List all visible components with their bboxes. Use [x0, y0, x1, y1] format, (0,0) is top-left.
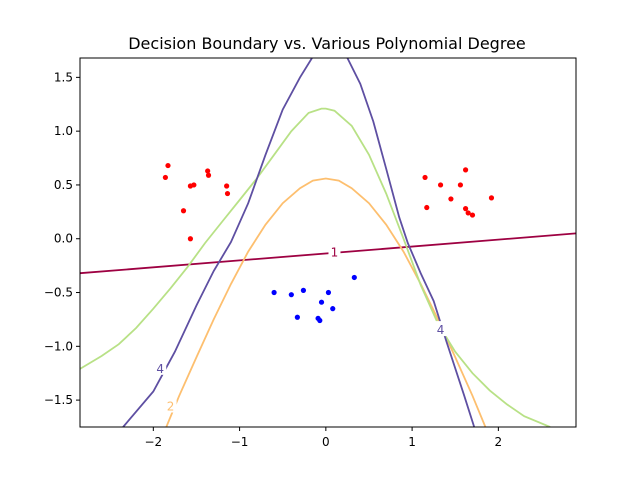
blue-point-8 [325, 289, 332, 296]
red-point-17 [462, 206, 469, 212]
contour-line-4-segment-2 [346, 58, 476, 427]
red-point-8 [224, 183, 230, 189]
chart-title: Decision Boundary vs. Various Polynomial… [128, 34, 526, 53]
blue-point-1 [271, 289, 277, 296]
contour-layer [80, 58, 576, 427]
y-tick-label-5: 0.5 [54, 178, 73, 192]
blue-point-7 [318, 299, 325, 305]
contour-label-4-2: 4 [437, 323, 445, 337]
red-point-12 [424, 204, 430, 211]
contour-line-1-segment-1 [80, 232, 576, 275]
plot-frame [79, 57, 577, 428]
blue-point-3 [294, 314, 300, 320]
x-tick-label-3: 0 [322, 435, 330, 449]
contour-label-2: 2 [167, 399, 175, 413]
red-point-18 [465, 210, 471, 216]
red-point-6 [205, 168, 211, 174]
y-tick-label-4: 0.0 [54, 232, 73, 246]
red-point-2 [165, 162, 171, 169]
red-point-1 [162, 174, 168, 181]
contour-label-4-1-bg [154, 359, 167, 375]
blue-point-9 [330, 306, 336, 312]
red-point-11 [422, 174, 428, 181]
red-point-7 [205, 172, 212, 178]
red-point-19 [469, 212, 476, 218]
x-tick-label-2: −1 [231, 435, 249, 449]
red-point-13 [437, 182, 444, 188]
x-tick-label-1: −2 [144, 435, 162, 449]
x-tick-label-5: 2 [495, 435, 503, 449]
contour-line-4-segment-1 [122, 58, 313, 427]
y-tick-label-3: −0.5 [44, 286, 73, 300]
red-point-20 [488, 195, 495, 201]
y-tick-label-1: −1.5 [44, 393, 73, 407]
red-point-16 [462, 167, 469, 173]
contour-label-layer: 1 2 4 4 [154, 243, 447, 413]
blue-point-2 [288, 292, 294, 298]
contour-label-4-2-bg [434, 321, 447, 337]
red-point-9 [224, 190, 231, 197]
contour-label-1: 1 [331, 246, 339, 260]
contour-line-2-segment-1 [165, 177, 487, 427]
blue-point-10 [351, 274, 357, 281]
red-point-15 [457, 182, 464, 188]
contour-label-2-bg [164, 397, 177, 413]
red-point-10 [187, 236, 194, 242]
y-tick-label-2: −1.0 [44, 339, 73, 353]
point-layer [162, 162, 495, 324]
y-tick-label-6: 1.0 [54, 124, 73, 138]
red-point-5 [191, 182, 197, 188]
red-point-14 [448, 196, 454, 202]
contour-label-1-bg [328, 243, 341, 259]
contour-label-4-1: 4 [156, 362, 164, 376]
x-axis: −2 −1 0 1 2 [144, 427, 502, 449]
x-tick-label-4: 1 [408, 435, 416, 449]
blue-point-4 [300, 287, 307, 293]
y-axis: −1.5 −1.0 −0.5 0.0 0.5 1.0 1.5 [44, 70, 80, 407]
blue-point-6 [317, 317, 323, 324]
contour-line-3-segment-1 [80, 107, 551, 427]
y-tick-label-7: 1.5 [54, 70, 73, 84]
red-point-3 [180, 208, 187, 214]
